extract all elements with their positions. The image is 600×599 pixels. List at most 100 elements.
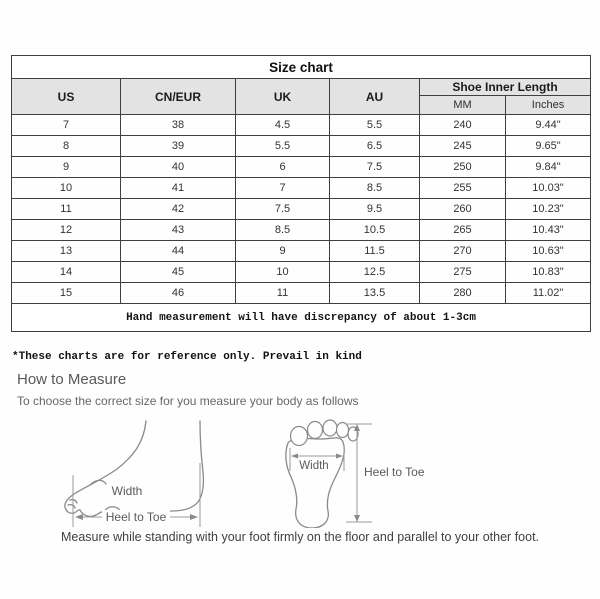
- toe-line: [69, 498, 78, 504]
- big-toe: [289, 425, 309, 447]
- table-cell: 8: [11, 135, 121, 157]
- column-header-mm: MM: [419, 95, 506, 115]
- table-row: 10 41 7 8.5 255 10.03": [11, 177, 591, 199]
- width-label: Width: [299, 460, 328, 472]
- table-cell: 11.5: [329, 240, 420, 262]
- column-header-cn-eur: CN/EUR: [120, 78, 236, 115]
- measure-caption: Measure while standing with your foot fi…: [60, 530, 540, 544]
- table-cell: 39: [120, 135, 236, 157]
- table-cell: 9.44": [505, 114, 591, 136]
- arrowhead-left-icon: [291, 453, 298, 459]
- table-cell: 7.5: [329, 156, 420, 178]
- heel-to-toe-label: Heel to Toe: [106, 510, 167, 524]
- table-cell: 9.84": [505, 156, 591, 178]
- table-cell: 10.03": [505, 177, 591, 199]
- table-footnote-row: Hand measurement will have discrepancy o…: [11, 303, 591, 332]
- table-cell: 10.83": [505, 261, 591, 283]
- table-cell: 10.43": [505, 219, 591, 241]
- table-cell: 6.5: [329, 135, 420, 157]
- table-cell: 245: [419, 135, 506, 157]
- column-header-us: US: [11, 78, 121, 115]
- table-cell: 250: [419, 156, 506, 178]
- table-cell: 41: [120, 177, 236, 199]
- table-cell: 40: [120, 156, 236, 178]
- table-cell: 275: [419, 261, 506, 283]
- table-subheader-row: MM Inches: [12, 95, 591, 115]
- table-row: 12 43 8.5 10.5 265 10.43": [11, 219, 591, 241]
- table-cell: 265: [419, 219, 506, 241]
- table-header-row: US CN/EUR UK AU Shoe Inner Length: [11, 78, 591, 115]
- table-cell: 11: [11, 198, 121, 220]
- table-cell: 46: [120, 282, 236, 304]
- side-view-foot-diagram: Width Heel to Toe: [64, 420, 204, 527]
- label-background: [102, 510, 170, 524]
- arrowhead-right-icon: [190, 514, 198, 520]
- table-cell: 12.5: [329, 261, 420, 283]
- table-cell: 4.5: [235, 114, 330, 136]
- table-row: 15 46 11 13.5 280 11.02": [11, 282, 591, 304]
- arrowhead-right-icon: [336, 453, 343, 459]
- table-cell: 280: [419, 282, 506, 304]
- how-to-measure-title: How to Measure: [17, 371, 127, 388]
- table-cell: 7.5: [235, 198, 330, 220]
- table-cell: 12: [11, 219, 121, 241]
- column-header-inches: Inches: [505, 95, 591, 115]
- table-cell: 10: [11, 177, 121, 199]
- instep-line: [89, 479, 107, 486]
- column-header-inner-length: Shoe Inner Length: [419, 78, 591, 96]
- heel-to-toe-label: Heel to Toe: [364, 465, 425, 479]
- table-cell: 10: [235, 261, 330, 283]
- table-cell: 10.5: [329, 219, 420, 241]
- column-header-au: AU: [329, 78, 420, 115]
- table-cell: 10.23": [505, 198, 591, 220]
- table-cell: 11: [235, 282, 330, 304]
- table-cell: 43: [120, 219, 236, 241]
- table-cell: 5.5: [329, 114, 420, 136]
- size-table-body: 7 38 4.5 5.5 240 9.44" 8 39 5.5 6.5 245 9.65" 9 40 6 7.…: [11, 114, 591, 304]
- table-cell: 10.63": [505, 240, 591, 262]
- arrowhead-down-icon: [354, 515, 360, 522]
- table-cell: 9: [235, 240, 330, 262]
- fourth-toe: [335, 421, 350, 439]
- table-cell: 6: [235, 156, 330, 178]
- table-cell: 11.02": [505, 282, 591, 304]
- table-cell: 9: [11, 156, 121, 178]
- table-cell: 44: [120, 240, 236, 262]
- table-cell: 5.5: [235, 135, 330, 157]
- table-cell: 9.65": [505, 135, 591, 157]
- table-cell: 13: [11, 240, 121, 262]
- sole-outline: [285, 437, 345, 528]
- table-title-row: Size chart: [11, 55, 591, 79]
- table-cell: 42: [120, 198, 236, 220]
- table-footnote: Hand measurement will have discrepancy o…: [11, 303, 591, 332]
- table-cell: 240: [419, 114, 506, 136]
- foot-outline: [64, 420, 204, 517]
- toe-line: [67, 503, 76, 509]
- table-row: 11 42 7.5 9.5 260 10.23": [11, 198, 591, 220]
- table-row: 9 40 6 7.5 250 9.84": [11, 156, 591, 178]
- second-toe: [306, 420, 324, 440]
- how-to-measure-subtitle: To choose the correct size for you measu…: [17, 394, 359, 408]
- table-cell: 15: [11, 282, 121, 304]
- width-label: Width: [112, 484, 143, 498]
- table-cell: 9.5: [329, 198, 420, 220]
- table-cell: 8.5: [235, 219, 330, 241]
- column-header-uk: UK: [235, 78, 330, 115]
- table-cell: 255: [419, 177, 506, 199]
- table-cell: 7: [235, 177, 330, 199]
- table-cell: 45: [120, 261, 236, 283]
- table-cell: 260: [419, 198, 506, 220]
- table-cell: 38: [120, 114, 236, 136]
- arrowhead-left-icon: [75, 514, 83, 520]
- table-row: 8 39 5.5 6.5 245 9.65": [11, 135, 591, 157]
- table-cell: 7: [11, 114, 121, 136]
- table-cell: 8.5: [329, 177, 420, 199]
- table-row: 14 45 10 12.5 275 10.83": [11, 261, 591, 283]
- table-row: 7 38 4.5 5.5 240 9.44": [11, 114, 591, 136]
- third-toe: [322, 419, 338, 437]
- table-row: 13 44 9 11.5 270 10.63": [11, 240, 591, 262]
- table-cell: 13.5: [329, 282, 420, 304]
- table-cell: 270: [419, 240, 506, 262]
- arrowhead-up-icon: [354, 424, 360, 431]
- table-cell: 14: [11, 261, 121, 283]
